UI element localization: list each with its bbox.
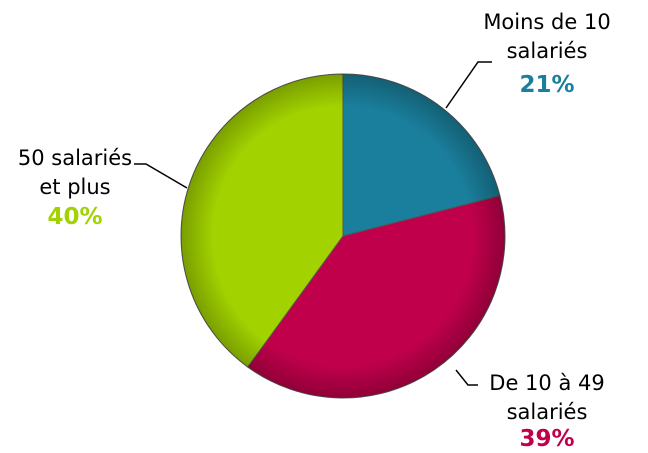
value-label: 40% — [47, 204, 103, 230]
value-label: 39% — [519, 426, 575, 452]
slices — [180, 73, 506, 399]
leader-line — [455, 369, 478, 386]
slice-label: 50 salariés et plus — [17, 146, 133, 199]
leader-line — [134, 163, 188, 189]
leader-line — [445, 61, 492, 109]
slice-label: De 10 à 49 salariés — [489, 371, 605, 424]
value-label: 21% — [519, 72, 575, 98]
slice-label: Moins de 10 salariés — [483, 10, 611, 63]
